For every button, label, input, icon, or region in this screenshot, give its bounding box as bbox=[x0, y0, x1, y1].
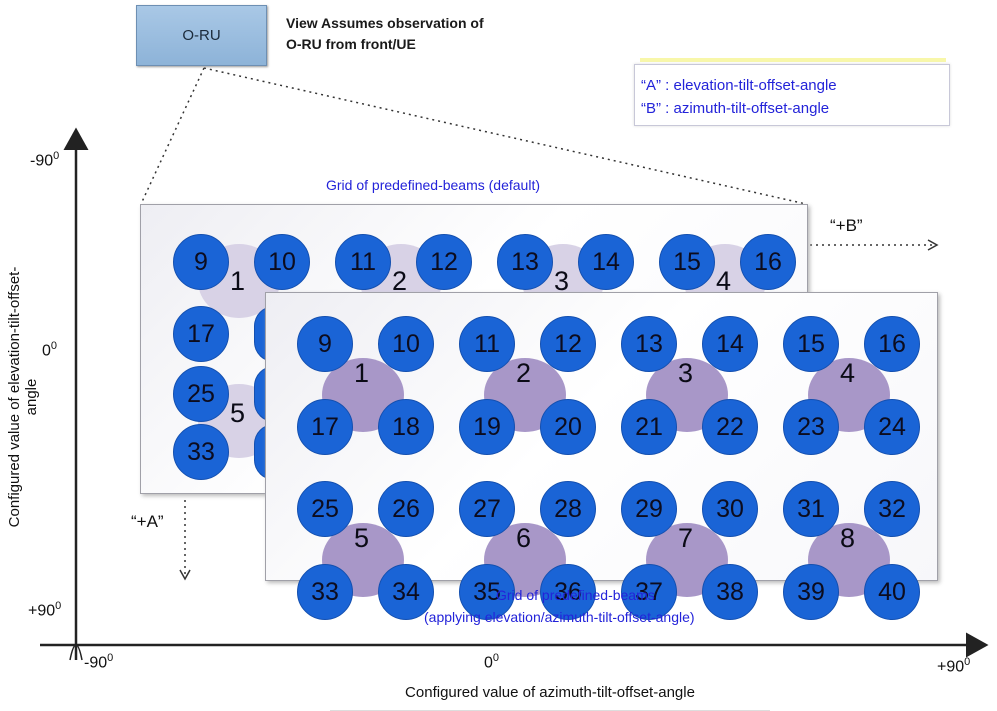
beam-circle: 22 bbox=[702, 399, 758, 455]
beam-circle: 13 bbox=[621, 316, 677, 372]
beam-circle: 18 bbox=[378, 399, 434, 455]
legend-box: “A” : elevation-tilt-offset-angle “B” : … bbox=[634, 64, 950, 126]
beam-circle: 12 bbox=[540, 316, 596, 372]
beam-circle: 34 bbox=[378, 564, 434, 620]
x-tick-left: -900 bbox=[84, 652, 114, 672]
beam-circle: 30 bbox=[702, 481, 758, 537]
back-beam-group-number: 4 bbox=[716, 266, 732, 296]
beam-circle: 33 bbox=[297, 564, 353, 620]
back-beam-circle: 33 bbox=[173, 424, 229, 480]
view-line-right bbox=[203, 67, 807, 205]
beam-group-number: 8 bbox=[840, 523, 856, 553]
beam-circle: 38 bbox=[702, 564, 758, 620]
beam-circle: 23 bbox=[783, 399, 839, 455]
back-beam-circle: 15 bbox=[659, 234, 715, 290]
oru-label: O-RU bbox=[182, 27, 221, 44]
y-tick-bottom: +900 bbox=[28, 600, 62, 620]
y-tick-top: -900 bbox=[30, 150, 60, 170]
beam-circle: 16 bbox=[864, 316, 920, 372]
view-note: View Assumes observation of O-RU from fr… bbox=[286, 13, 484, 55]
back-beam-group-number: 2 bbox=[392, 266, 408, 296]
back-grid-title: Grid of predefined-beams (default) bbox=[326, 177, 540, 193]
beam-group-number: 6 bbox=[516, 523, 532, 553]
back-beam-circle: 13 bbox=[497, 234, 553, 290]
beam-circle: 28 bbox=[540, 481, 596, 537]
back-beam-group-number: 1 bbox=[230, 266, 246, 296]
beam-circle: 32 bbox=[864, 481, 920, 537]
legend-a: “A” : elevation-tilt-offset-angle bbox=[641, 77, 837, 94]
beam-circle: 21 bbox=[621, 399, 677, 455]
y-tick-mid: 00 bbox=[42, 340, 58, 360]
legend-highlight bbox=[640, 58, 946, 62]
beam-group-number: 3 bbox=[678, 358, 694, 388]
beam-circle: 27 bbox=[459, 481, 515, 537]
beam-circle: 35 bbox=[459, 564, 515, 620]
x-axis-title: Configured value of azimuth-tilt-offset-… bbox=[405, 684, 695, 701]
beam-circle: 36 bbox=[540, 564, 596, 620]
back-beam-circle: 12 bbox=[416, 234, 472, 290]
back-beam-circle: 17 bbox=[173, 306, 229, 362]
back-beam-circle: 9 bbox=[173, 234, 229, 290]
beam-group-number: 5 bbox=[354, 523, 370, 553]
beam-circle: 15 bbox=[783, 316, 839, 372]
beam-group-number: 4 bbox=[840, 358, 856, 388]
beam-circle: 37 bbox=[621, 564, 677, 620]
x-tick-right: +900 bbox=[937, 656, 971, 676]
beam-circle: 29 bbox=[621, 481, 677, 537]
oru-box: O-RU bbox=[136, 5, 267, 66]
view-line-left bbox=[140, 67, 205, 205]
beam-circle: 20 bbox=[540, 399, 596, 455]
back-beam-circle: 10 bbox=[254, 234, 310, 290]
beam-circle: 25 bbox=[297, 481, 353, 537]
legend-b: “B” : azimuth-tilt-offset-angle bbox=[641, 100, 830, 117]
beam-circle: 26 bbox=[378, 481, 434, 537]
beam-circle: 40 bbox=[864, 564, 920, 620]
y-axis-title: Configured value of elevation-tilt-offse… bbox=[6, 266, 40, 528]
beam-circle: 14 bbox=[702, 316, 758, 372]
front-grid-title-line2: (applying elevation/azimuth-tilt-offset-… bbox=[424, 609, 695, 625]
beam-group-number: 1 bbox=[354, 358, 370, 388]
plus-a-label: “+A” bbox=[131, 512, 164, 531]
plus-b-label: “+B” bbox=[830, 216, 863, 235]
view-note-line1: View Assumes observation of bbox=[286, 15, 484, 31]
back-beam-group-number: 5 bbox=[230, 398, 246, 428]
beam-circle: 9 bbox=[297, 316, 353, 372]
view-note-line2: O-RU from front/UE bbox=[286, 36, 416, 52]
back-beam-circle: 14 bbox=[578, 234, 634, 290]
beam-circle: 11 bbox=[459, 316, 515, 372]
beam-circle: 17 bbox=[297, 399, 353, 455]
front-grid-title-line1: Grid of predefined-beams bbox=[496, 587, 655, 603]
back-beam-circle: 16 bbox=[740, 234, 796, 290]
beam-circle: 24 bbox=[864, 399, 920, 455]
back-beam-circle: 11 bbox=[335, 234, 391, 290]
beam-group-number: 2 bbox=[516, 358, 532, 388]
back-beam-group-number: 3 bbox=[554, 266, 570, 296]
beam-circle: 39 bbox=[783, 564, 839, 620]
beam-group-number: 7 bbox=[678, 523, 694, 553]
beam-circle: 31 bbox=[783, 481, 839, 537]
beam-circle: 19 bbox=[459, 399, 515, 455]
back-beam-circle: 25 bbox=[173, 366, 229, 422]
beam-circle: 10 bbox=[378, 316, 434, 372]
x-tick-mid: 00 bbox=[484, 652, 500, 672]
